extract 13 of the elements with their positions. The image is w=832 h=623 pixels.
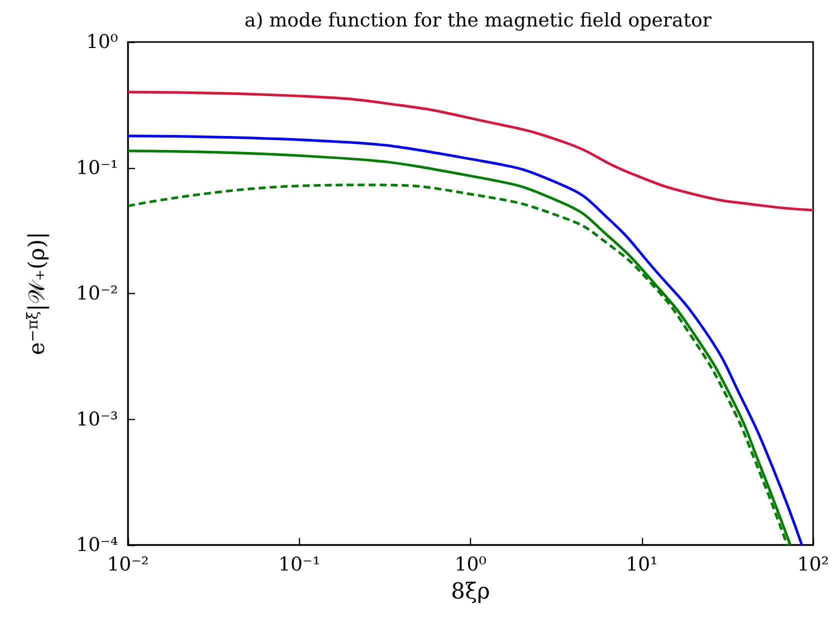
y-tick-label: 10⁻³	[76, 408, 118, 430]
x-tick-label: 10⁻²	[107, 554, 149, 576]
y-tick-label: 10⁻⁴	[76, 534, 118, 556]
y-tick-label: 10⁻²	[76, 282, 118, 304]
x-tick-label: 10⁰	[454, 554, 487, 576]
y-tick-label: 10⁰	[86, 31, 118, 53]
x-tick-label: 10²	[797, 554, 829, 576]
x-axis-title: 8ξρ	[451, 580, 490, 604]
y-axis-title: e−πξ|𝒲₊(ρ)|	[24, 232, 50, 356]
chart-title: a) mode function for the magnetic field operator	[244, 10, 712, 32]
x-tick-label: 10¹	[626, 554, 658, 576]
x-tick-label: 10⁻¹	[278, 554, 320, 576]
y-tick-label: 10⁻¹	[76, 156, 118, 179]
